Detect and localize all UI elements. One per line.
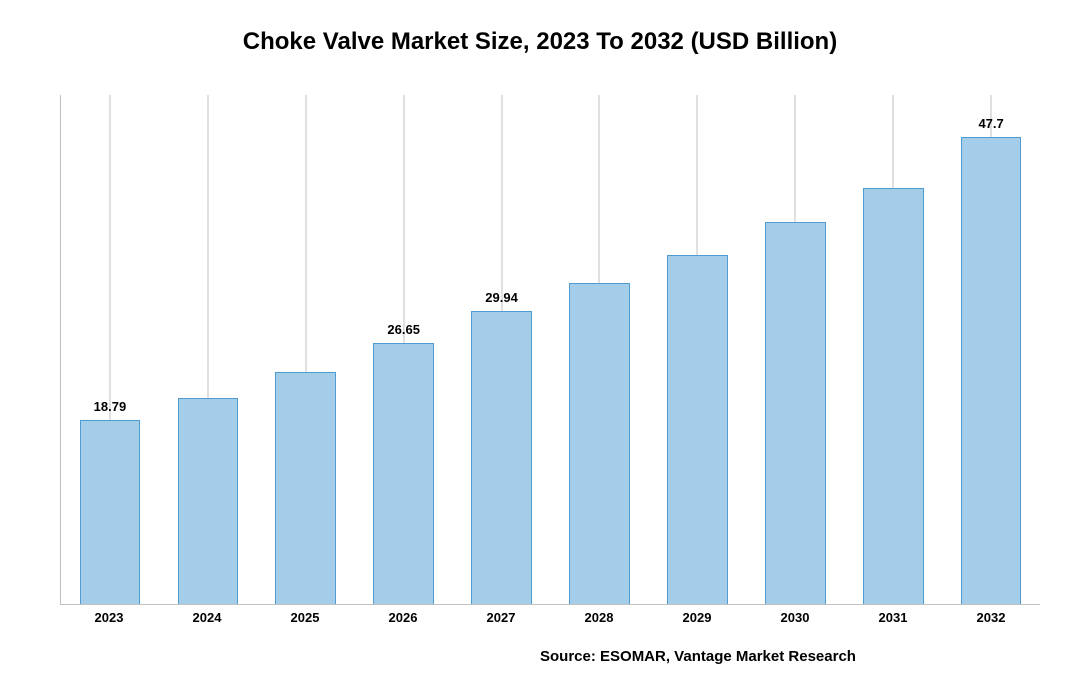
x-axis-tick-label: 2024 [158,610,256,625]
bar-value-label: 18.79 [81,399,140,414]
bars-container: 18.79 26.65 29.94 47.7 [61,95,1040,604]
bar-slot [844,95,942,604]
x-axis-tick-label: 2030 [746,610,844,625]
bar-slot: 29.94 [453,95,551,604]
plot-area: 18.79 26.65 29.94 47.7 [60,95,1040,605]
bar-slot [159,95,257,604]
x-axis-tick-label: 2029 [648,610,746,625]
bar-value-label: 29.94 [472,290,531,305]
x-axis-tick-label: 2023 [60,610,158,625]
bar-slot [257,95,355,604]
x-axis-tick-label: 2026 [354,610,452,625]
bar-2029 [667,255,728,604]
x-axis-tick-label: 2025 [256,610,354,625]
bar-2025 [275,372,336,604]
bar-2028 [569,283,630,604]
bar-2023: 18.79 [80,420,141,604]
bar-slot: 47.7 [942,95,1040,604]
x-axis-labels: 2023 2024 2025 2026 2027 2028 2029 2030 … [60,610,1040,625]
bar-2032: 47.7 [961,137,1022,604]
x-axis-tick-label: 2027 [452,610,550,625]
x-axis-tick-label: 2031 [844,610,942,625]
bar-slot [551,95,649,604]
bar-slot: 26.65 [355,95,453,604]
x-axis-tick-label: 2032 [942,610,1040,625]
bar-2031 [863,188,924,604]
bar-slot [648,95,746,604]
bar-slot [746,95,844,604]
bar-2030 [765,222,826,604]
source-attribution: Source: ESOMAR, Vantage Market Research [540,648,856,665]
x-axis-tick-label: 2028 [550,610,648,625]
bar-value-label: 47.7 [962,116,1021,131]
chart-title: Choke Valve Market Size, 2023 To 2032 (U… [0,0,1080,56]
bar-value-label: 26.65 [374,322,433,337]
bar-2026: 26.65 [373,343,434,604]
bar-2024 [178,398,239,604]
bar-slot: 18.79 [61,95,159,604]
bar-2027: 29.94 [471,311,532,604]
